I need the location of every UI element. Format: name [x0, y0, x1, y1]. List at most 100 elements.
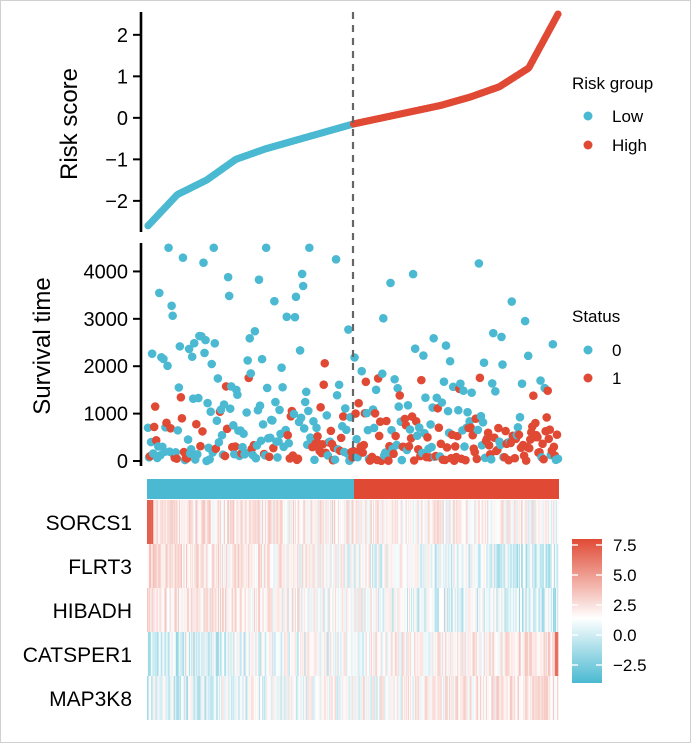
heatmap-cell: [235, 588, 237, 632]
heatmap-cell: [244, 500, 246, 544]
heatmap-cell: [215, 588, 218, 632]
heatmap-cell: [364, 500, 367, 544]
heatmap-cell: [277, 676, 279, 720]
heatmap-cell: [418, 588, 420, 632]
heatmap-cell: [257, 588, 260, 632]
heatmap-cell: [164, 632, 166, 676]
survival-point: [242, 408, 251, 417]
heatmap-cell: [254, 676, 257, 720]
heatmap-cell: [376, 632, 378, 676]
heatmap-cell: [508, 632, 511, 676]
heatmap-cell: [518, 632, 521, 676]
heatmap-cell: [384, 544, 386, 588]
heatmap-cell: [499, 676, 501, 720]
heatmap-cell: [198, 632, 200, 676]
heatmap-cell: [329, 500, 332, 544]
heatmap-cell: [468, 588, 470, 632]
heatmap-cell: [442, 500, 445, 544]
heatmap-cell: [531, 544, 533, 588]
heatmap-cell: [460, 632, 462, 676]
heatmap-cell: [348, 588, 350, 632]
heatmap-cell: [444, 544, 447, 588]
heatmap-cell: [541, 588, 543, 632]
heatmap-cell: [525, 676, 527, 720]
heatmap-cell: [361, 632, 364, 676]
heatmap-cell: [529, 632, 531, 676]
heatmap-cell: [290, 500, 293, 544]
heatmap-cell: [202, 676, 204, 720]
heatmap-cell: [151, 632, 153, 676]
heatmap-cell: [345, 500, 347, 544]
heatmap-cell: [380, 632, 382, 676]
heatmap-cell: [247, 544, 250, 588]
heatmap-cell: [339, 500, 341, 544]
heatmap-gene-label: CATSPER1: [23, 644, 132, 667]
heatmap-cell: [320, 500, 323, 544]
heatmap-cell: [505, 588, 507, 632]
heatmap-cell: [464, 544, 466, 588]
heatmap-cell: [282, 632, 285, 676]
heatmap-cell: [182, 676, 185, 720]
heatmap-cell: [247, 500, 250, 544]
heatmap-cell: [235, 500, 237, 544]
heatmap-cell: [289, 588, 292, 632]
heatmap-cell: [517, 632, 520, 676]
heatmap-cell: [287, 500, 290, 544]
heatmap-cell: [402, 500, 405, 544]
heatmap-cell: [241, 500, 243, 544]
heatmap-cell: [412, 588, 414, 632]
heatmap-cell: [471, 632, 474, 676]
heatmap-cell: [497, 676, 499, 720]
heatmap-cell: [393, 632, 395, 676]
heatmap-cell: [326, 500, 329, 544]
heatmap-cell: [511, 500, 514, 544]
heatmap-cell: [311, 588, 313, 632]
heatmap-cell: [206, 632, 208, 676]
heatmap-cell: [316, 500, 318, 544]
heatmap-cell: [425, 588, 427, 632]
heatmap-cell: [441, 500, 444, 544]
heatmap-cell: [187, 544, 189, 588]
heatmap-cell: [310, 588, 312, 632]
heatmap-cell: [437, 676, 440, 720]
heatmap-cell: [491, 544, 493, 588]
heatmap-cell: [227, 588, 229, 632]
heatmap-cell: [222, 676, 224, 720]
heatmap-cell: [210, 632, 213, 676]
heatmap-cell: [271, 632, 273, 676]
heatmap-cell: [536, 676, 538, 720]
heatmap-cell: [323, 500, 326, 544]
heatmap-cell: [166, 500, 168, 544]
heatmap-cell: [534, 588, 536, 632]
heatmap-cell: [518, 500, 521, 544]
heatmap-cell: [318, 588, 320, 632]
survival-point: [349, 446, 358, 456]
heatmap-cell: [340, 676, 342, 720]
heatmap-cell: [266, 676, 268, 720]
heatmap-cell: [522, 632, 524, 676]
heatmap-cell: [189, 500, 191, 544]
heatmap-cell: [329, 676, 332, 720]
heatmap-cell: [198, 500, 200, 544]
survival-point: [456, 379, 465, 388]
heatmap-cell: [268, 588, 270, 632]
heatmap-cell: [150, 588, 152, 632]
survival-point: [220, 451, 230, 461]
heatmap-colorbar: 7.55.02.50.0−2.5: [572, 536, 647, 683]
heatmap-cell: [503, 544, 505, 588]
survival-point: [382, 416, 391, 426]
heatmap-cell: [319, 676, 321, 720]
heatmap-cell: [475, 676, 478, 720]
heatmap-cell: [459, 544, 461, 588]
heatmap-cell: [405, 544, 408, 588]
heatmap-cell: [434, 588, 437, 632]
heatmap-cell: [500, 588, 502, 632]
heatmap-cell: [342, 500, 344, 544]
heatmap-cell: [505, 544, 507, 588]
heatmap-cell: [447, 632, 449, 676]
heatmap-cell: [235, 676, 237, 720]
heatmap-cell: [217, 632, 220, 676]
heatmap-cell: [430, 632, 432, 676]
heatmap-cell: [180, 676, 183, 720]
heatmap-cell: [443, 500, 446, 544]
